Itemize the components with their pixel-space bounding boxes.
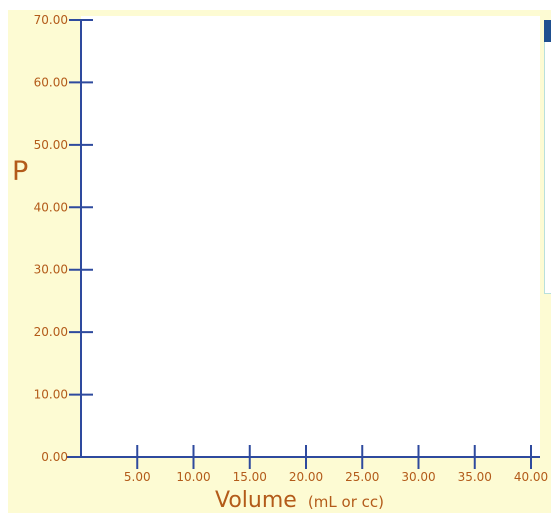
y-tick-label: 60.00 — [34, 75, 68, 89]
side-panel-header — [544, 20, 551, 42]
y-tick-label: 30.00 — [34, 263, 68, 277]
x-axis-label: Volume (mL or cc) — [215, 490, 384, 512]
x-axis-label-text: Volume — [215, 488, 297, 513]
x-tick-label: 10.00 — [176, 470, 210, 484]
y-axis-label: P — [12, 156, 29, 187]
x-tick-label: 40.00 — [514, 470, 548, 484]
y-tick-label: 0.00 — [41, 450, 68, 464]
x-axis-unit: (mL or cc) — [307, 493, 384, 511]
y-tick-label: 20.00 — [34, 325, 68, 339]
y-tick-label: 40.00 — [34, 200, 68, 214]
y-tick-label: 70.00 — [34, 13, 68, 27]
x-tick-label: 15.00 — [233, 470, 267, 484]
x-tick-label: 25.00 — [345, 470, 379, 484]
y-tick-label: 50.00 — [34, 138, 68, 152]
y-tick-label: 10.00 — [34, 388, 68, 402]
x-tick-label: 35.00 — [458, 470, 492, 484]
plot-area — [81, 16, 540, 457]
x-tick-label: 20.00 — [289, 470, 323, 484]
x-tick-label: 5.00 — [124, 470, 151, 484]
x-tick-label: 30.00 — [401, 470, 435, 484]
side-panel — [544, 20, 551, 294]
